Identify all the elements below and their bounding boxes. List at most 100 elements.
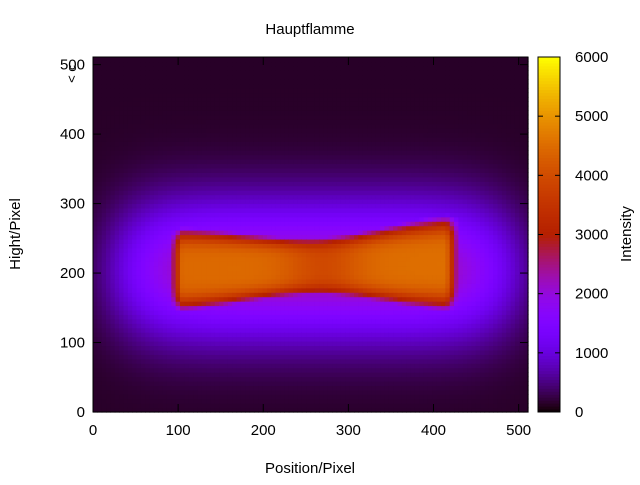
- heatmap-cell: [314, 181, 320, 187]
- heatmap-cell: [110, 230, 116, 236]
- heatmap-cell: [258, 349, 264, 355]
- heatmap-cell: [262, 65, 268, 71]
- heatmap-cell: [297, 256, 303, 262]
- heatmap-cell: [184, 358, 190, 364]
- heatmap-cell: [110, 176, 116, 182]
- heatmap-cell: [93, 203, 98, 209]
- heatmap-cell: [140, 203, 146, 209]
- heatmap-cell: [162, 190, 168, 196]
- heatmap-cell: [297, 119, 303, 125]
- heatmap-cell: [258, 398, 264, 404]
- heatmap-cell: [153, 114, 159, 120]
- heatmap-cell: [232, 256, 238, 262]
- heatmap-cell: [114, 234, 120, 240]
- heatmap-cell: [223, 132, 229, 138]
- heatmap-cell: [158, 105, 164, 111]
- heatmap-cell: [145, 296, 151, 302]
- heatmap-cell: [301, 123, 307, 129]
- heatmap-cell: [210, 278, 216, 284]
- heatmap-cell: [158, 123, 164, 129]
- heatmap-cell: [97, 336, 103, 342]
- heatmap-cell: [188, 172, 194, 178]
- heatmap-cell: [349, 181, 355, 187]
- heatmap-cell: [258, 230, 264, 236]
- heatmap-cell: [280, 230, 285, 236]
- heatmap-cell: [197, 261, 203, 267]
- heatmap-cell: [258, 292, 264, 298]
- heatmap-cell: [345, 380, 351, 386]
- heatmap-cell: [119, 190, 125, 196]
- heatmap-cell: [245, 225, 251, 231]
- heatmap-cell: [93, 110, 98, 116]
- heatmap-cell: [293, 380, 299, 386]
- heatmap-cell: [240, 407, 246, 413]
- heatmap-cell: [240, 207, 246, 213]
- heatmap-cell: [166, 123, 172, 129]
- heatmap-cell: [123, 145, 129, 151]
- heatmap-cell: [249, 358, 255, 364]
- heatmap-cell: [340, 301, 346, 307]
- heatmap-cell: [214, 403, 220, 409]
- heatmap-cell: [310, 70, 316, 76]
- heatmap-cell: [132, 345, 138, 351]
- heatmap-cell: [162, 243, 168, 249]
- heatmap-cell: [319, 83, 325, 89]
- heatmap-cell: [245, 354, 251, 360]
- heatmap-cell: [227, 372, 233, 378]
- heatmap-cell: [145, 172, 151, 178]
- heatmap-cell: [132, 221, 138, 227]
- heatmap-cell: [253, 238, 259, 244]
- heatmap-cell: [340, 101, 346, 107]
- heatmap-cell: [358, 234, 364, 240]
- heatmap-cell: [180, 283, 185, 289]
- heatmap-cell: [188, 256, 194, 262]
- heatmap-cell: [171, 278, 177, 284]
- heatmap-cell: [319, 79, 325, 85]
- heatmap-cell: [171, 332, 177, 338]
- heatmap-cell: [258, 57, 264, 63]
- heatmap-cell: [145, 247, 151, 253]
- heatmap-cell: [297, 74, 303, 80]
- heatmap-cell: [162, 105, 168, 111]
- heatmap-cell: [275, 323, 281, 329]
- heatmap-cell: [327, 199, 333, 205]
- heatmap-cell: [171, 92, 177, 98]
- heatmap-cell: [93, 101, 98, 107]
- heatmap-cell: [193, 128, 198, 134]
- heatmap-cell: [267, 309, 272, 315]
- heatmap-cell: [362, 318, 368, 324]
- heatmap-cell: [110, 296, 116, 302]
- heatmap-cell: [271, 309, 277, 315]
- heatmap-cell: [184, 296, 190, 302]
- heatmap-cell: [175, 185, 181, 191]
- heatmap-cell: [327, 74, 333, 80]
- heatmap-cell: [280, 92, 285, 98]
- heatmap-cell: [232, 296, 238, 302]
- heatmap-cell: [336, 105, 342, 111]
- heatmap-cell: [284, 376, 290, 382]
- heatmap-cell: [323, 238, 329, 244]
- heatmap-cell: [306, 83, 312, 89]
- heatmap-cell: [319, 141, 325, 147]
- heatmap-cell: [262, 261, 268, 267]
- heatmap-cell: [267, 349, 272, 355]
- heatmap-cell: [97, 341, 103, 347]
- heatmap-cell: [123, 323, 129, 329]
- heatmap-cell: [345, 212, 351, 218]
- heatmap-cell: [271, 358, 277, 364]
- heatmap-cell: [149, 172, 155, 178]
- heatmap-cell: [314, 309, 320, 315]
- heatmap-cell: [280, 358, 285, 364]
- heatmap-cell: [153, 70, 159, 76]
- heatmap-cell: [219, 247, 225, 253]
- heatmap-cell: [240, 57, 246, 63]
- heatmap-cell: [127, 380, 133, 386]
- heatmap-cell: [293, 265, 299, 271]
- heatmap-cell: [271, 163, 277, 169]
- heatmap-cell: [327, 57, 333, 63]
- heatmap-cell: [184, 341, 190, 347]
- heatmap-cell: [171, 141, 177, 147]
- heatmap-cell: [145, 314, 151, 320]
- heatmap-cell: [284, 238, 290, 244]
- heatmap-cell: [97, 176, 103, 182]
